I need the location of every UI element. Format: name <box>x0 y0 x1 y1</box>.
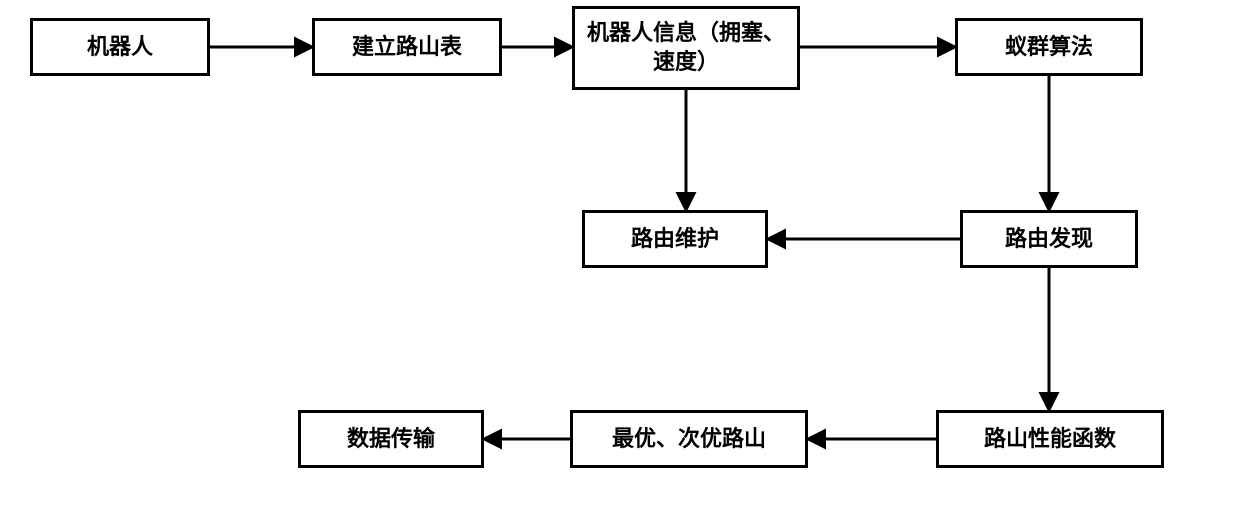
node-label: 建立路山表 <box>352 33 462 62</box>
node-label: 路山性能函数 <box>984 425 1116 454</box>
node-route-discovery: 路由发现 <box>960 210 1138 268</box>
node-build-routing-table: 建立路山表 <box>312 18 502 76</box>
node-robot-info: 机器人信息（拥塞、速度） <box>572 6 800 90</box>
node-data-transmission: 数据传输 <box>298 410 484 468</box>
node-label: 数据传输 <box>347 425 435 454</box>
node-label: 机器人 <box>87 33 153 62</box>
node-ant-colony-algorithm: 蚁群算法 <box>955 18 1143 76</box>
node-optimal-suboptimal-routes: 最优、次优路山 <box>570 410 808 468</box>
node-robot: 机器人 <box>30 18 210 76</box>
node-label: 路由发现 <box>1005 225 1093 254</box>
node-label: 最优、次优路山 <box>612 425 766 454</box>
node-routing-performance-function: 路山性能函数 <box>936 410 1164 468</box>
node-label: 路由维护 <box>631 225 719 254</box>
node-route-maintenance: 路由维护 <box>582 210 768 268</box>
node-label: 机器人信息（拥塞、速度） <box>581 19 791 76</box>
node-label: 蚁群算法 <box>1005 33 1093 62</box>
